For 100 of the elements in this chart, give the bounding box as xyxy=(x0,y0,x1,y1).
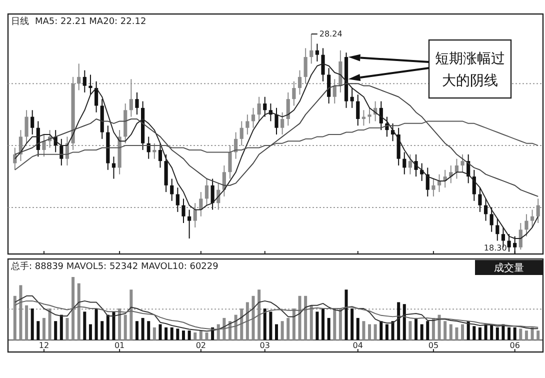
bar xyxy=(461,324,464,340)
bar xyxy=(170,327,174,340)
bar xyxy=(408,321,412,340)
bar xyxy=(48,308,52,340)
bar xyxy=(466,321,470,340)
bar xyxy=(263,308,266,340)
bar xyxy=(205,332,208,340)
bar xyxy=(414,318,418,340)
bar xyxy=(519,328,522,340)
bar xyxy=(286,318,290,340)
bar xyxy=(449,324,452,340)
bar xyxy=(25,305,28,340)
bar xyxy=(130,290,133,340)
bar xyxy=(310,305,313,340)
annotation: 28.24 xyxy=(319,30,342,38)
bar xyxy=(222,318,226,340)
bar xyxy=(455,327,458,340)
bar xyxy=(158,324,162,340)
x-tick-label: 01 xyxy=(114,341,125,350)
bar xyxy=(438,314,441,340)
bar xyxy=(258,290,261,340)
bar xyxy=(484,324,488,340)
text: 成交量 xyxy=(494,262,524,274)
bar xyxy=(182,330,185,340)
bar xyxy=(252,296,255,340)
chart-title: 日线 xyxy=(11,16,29,27)
bar xyxy=(304,296,308,340)
bar xyxy=(333,308,336,340)
bar xyxy=(316,312,319,340)
bar xyxy=(60,314,63,340)
bar xyxy=(246,302,249,340)
x-tick-label: 06 xyxy=(510,341,520,350)
bar xyxy=(280,321,284,340)
bar xyxy=(100,321,104,340)
bar xyxy=(141,318,144,340)
bar xyxy=(490,324,494,340)
bar xyxy=(426,321,430,340)
bar xyxy=(88,324,92,340)
bar xyxy=(199,330,202,340)
bar xyxy=(188,330,191,340)
bar xyxy=(94,308,98,340)
bar xyxy=(240,308,244,340)
bar xyxy=(234,314,238,340)
x-tick-label: 02 xyxy=(196,341,206,350)
bar xyxy=(118,308,122,340)
bar xyxy=(385,324,388,340)
chart-subtitle: MA5: 22.21 MA20: 22.12 xyxy=(35,17,146,27)
bar xyxy=(13,296,16,340)
bar xyxy=(36,321,40,340)
bar xyxy=(478,327,482,340)
bar xyxy=(508,327,511,340)
bar xyxy=(298,296,302,340)
bar xyxy=(380,321,383,340)
bar xyxy=(338,308,342,340)
bar xyxy=(112,312,116,340)
bar xyxy=(66,318,69,340)
bar xyxy=(420,324,424,340)
x-tick-label: 12 xyxy=(38,341,50,350)
bar xyxy=(402,304,406,340)
bar xyxy=(19,285,22,340)
annotation: 18.30 xyxy=(484,244,507,252)
x-tick-label: 04 xyxy=(352,341,363,350)
bar xyxy=(176,328,180,340)
bar xyxy=(344,290,348,340)
bar xyxy=(135,321,138,340)
bar xyxy=(30,308,34,340)
bar xyxy=(216,324,220,340)
bar xyxy=(269,312,272,340)
bar xyxy=(496,327,499,340)
bar xyxy=(106,314,110,340)
bar xyxy=(530,327,534,340)
bar xyxy=(124,314,127,340)
bar xyxy=(322,308,325,340)
bar xyxy=(147,321,150,340)
bar xyxy=(444,321,447,340)
bar xyxy=(472,326,476,340)
x-tick-label: 03 xyxy=(260,341,270,350)
bar xyxy=(327,318,330,340)
bar xyxy=(356,318,360,340)
bar xyxy=(77,283,80,340)
bar xyxy=(292,308,296,340)
x-tick-label: 05 xyxy=(428,341,439,350)
bar xyxy=(374,324,377,340)
bar xyxy=(350,308,354,340)
bar xyxy=(397,302,400,340)
bar xyxy=(391,321,394,340)
bar xyxy=(524,330,528,340)
bar xyxy=(194,332,197,340)
bar xyxy=(275,324,278,340)
chart-title: 总手: 88839 MAVOL5: 52342 MAVOL10: 60229 xyxy=(10,261,219,272)
bar xyxy=(83,312,86,340)
bar xyxy=(513,327,516,340)
bar xyxy=(152,327,156,340)
bar xyxy=(362,321,366,340)
annotation: 短期涨幅过大的阴线 xyxy=(435,51,505,89)
bar xyxy=(72,277,75,340)
bar xyxy=(536,330,540,340)
bar xyxy=(164,327,168,340)
bar xyxy=(42,318,46,340)
bar xyxy=(368,324,372,340)
